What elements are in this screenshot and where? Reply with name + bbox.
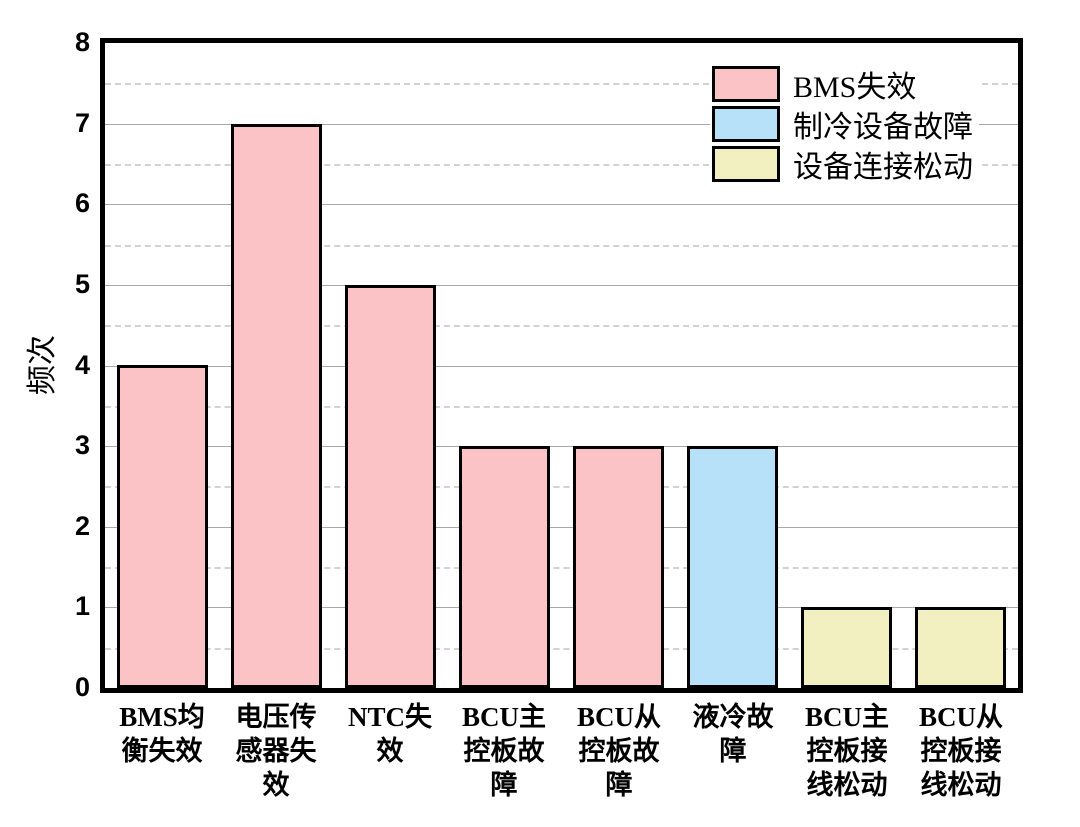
gridline-minor [105,244,1018,247]
bar-2 [345,285,436,688]
bar-6 [801,607,892,688]
y-tick-label: 0 [74,671,90,702]
x-tick-label: BCU从 控板故 障 [576,702,661,800]
y-tick-label: 3 [74,430,90,461]
gridline-minor [105,567,1018,570]
gridline-major [105,526,1018,528]
gridline-minor [105,163,1018,166]
x-tick-label: 液冷故 障 [692,702,774,766]
y-tick-label: 8 [74,26,90,57]
x-tick-label: BCU主 控板接 线松动 [804,702,889,800]
gridline-major [105,204,1018,206]
gridline-major [105,446,1018,448]
x-tick-label: BCU主 控板故 障 [461,702,546,800]
x-tick-label: BMS均 衡失效 [119,702,205,766]
legend-swatch [712,106,780,142]
y-tick-label: 5 [74,268,90,299]
y-tick-label: 1 [74,591,90,622]
legend-item: BMS失效 [712,66,973,104]
gridline-minor [105,647,1018,650]
x-tick-label: NTC失 效 [347,702,432,766]
gridline-major [105,284,1018,286]
legend-swatch [712,66,780,102]
x-tick-label: BCU从 控板接 线松动 [918,702,1003,800]
bar-4 [573,446,664,688]
legend-item: 设备连接松动 [712,146,973,184]
y-tick-label: 6 [74,188,90,219]
bar-5 [687,446,778,688]
legend: BMS失效制冷设备故障 设备连接松动 [710,64,979,188]
gridline-major [105,607,1018,609]
legend-swatch [712,146,780,182]
legend-item: 制冷设备故障 [712,106,973,144]
legend-label: 制冷设备故障 [793,111,973,144]
legend-label: BMS失效 [793,71,917,104]
legend-label: 设备连接松动 [793,151,973,184]
gridline-major [105,365,1018,367]
gridline-minor [105,486,1018,489]
y-tick-label: 4 [74,349,90,380]
bar-3 [459,446,550,688]
gridline-minor [105,83,1018,86]
x-tick-label: 电压传 感器失 效 [235,702,317,800]
plot-area [105,43,1018,688]
gridline-minor [105,405,1018,408]
y-tick-label: 2 [74,510,90,541]
gridline-minor [105,325,1018,328]
bar-7 [915,607,1006,688]
y-tick-label: 7 [74,107,90,138]
bar-0 [117,365,208,688]
gridline-major [105,123,1018,125]
bar-1 [231,124,322,688]
